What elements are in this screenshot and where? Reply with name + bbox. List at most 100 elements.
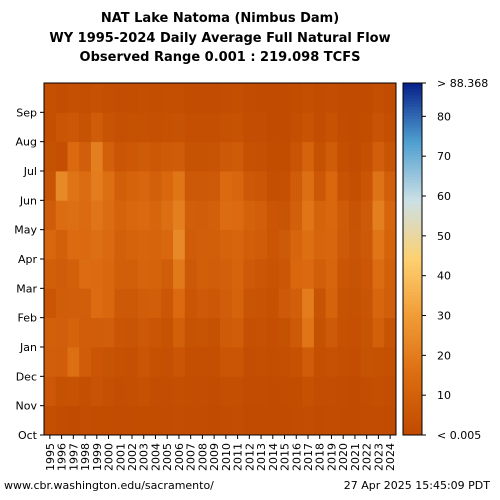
heatmap-cell xyxy=(266,112,280,143)
colorbar-segment xyxy=(403,91,422,96)
heatmap-cell xyxy=(67,288,80,319)
colorbar-segment xyxy=(403,150,422,154)
colorbar-segment xyxy=(403,429,422,433)
x-tick-label: 2012 xyxy=(243,443,256,471)
colorbar-segment xyxy=(403,256,422,260)
heatmap-cell xyxy=(79,259,92,289)
heatmap-cell xyxy=(243,200,256,231)
heatmap-cell xyxy=(290,83,303,113)
heatmap-cell xyxy=(231,141,244,172)
x-tick-label: 2008 xyxy=(196,443,209,471)
heatmap-cell xyxy=(161,112,174,143)
colorbar-segment xyxy=(403,382,422,386)
colorbar-segment xyxy=(403,83,422,87)
heatmap-cell xyxy=(79,112,92,143)
heatmap-cell xyxy=(384,200,397,231)
heatmap-cell xyxy=(243,347,256,377)
heatmap-cell xyxy=(208,405,221,436)
heatmap-cell xyxy=(137,405,150,436)
heatmap-cell xyxy=(302,376,315,407)
colorbar-segment xyxy=(403,212,422,216)
heatmap-cell xyxy=(290,200,303,231)
heatmap-cell xyxy=(55,405,68,436)
heatmap-cell xyxy=(266,259,280,289)
heatmap-cell xyxy=(349,376,362,407)
colorbar-segment xyxy=(403,226,422,231)
heatmap-cell xyxy=(313,229,326,260)
colorbar-segment xyxy=(403,402,422,407)
heatmap-cell xyxy=(325,141,338,172)
heatmap-cell xyxy=(243,141,256,172)
heatmap-cell xyxy=(184,288,197,319)
heatmap-cell xyxy=(325,229,338,260)
colorbar-segment xyxy=(403,297,422,301)
colorbar-segment xyxy=(403,355,422,360)
heatmap-cell xyxy=(325,288,338,319)
heatmap-cell xyxy=(79,171,92,201)
heatmap-cell xyxy=(220,112,233,143)
x-tick-label: 2020 xyxy=(337,443,350,471)
heatmap-cell xyxy=(255,347,268,377)
heatmap-cell xyxy=(44,83,57,113)
x-tick-label: 2024 xyxy=(384,443,397,471)
heatmap-cell xyxy=(208,259,221,289)
colorbar-segment xyxy=(403,311,422,316)
heatmap-cell xyxy=(349,317,362,348)
heatmap-cell xyxy=(149,288,162,319)
y-tick-label: Aug xyxy=(16,136,37,149)
colorbar-segment xyxy=(403,352,422,357)
colorbar-segment xyxy=(403,367,422,371)
heatmap-cell xyxy=(325,259,338,289)
colorbar-segment xyxy=(403,393,422,398)
heatmap-cell xyxy=(384,288,397,319)
heatmap-cell xyxy=(161,347,174,377)
heatmap-cell xyxy=(90,376,104,407)
heatmap-cell xyxy=(90,405,104,436)
heatmap-cell xyxy=(44,112,57,143)
heatmap-cell xyxy=(102,347,115,377)
x-tick-label: 2019 xyxy=(325,443,338,471)
colorbar-segment xyxy=(403,338,422,342)
colorbar-segment xyxy=(403,270,422,275)
heatmap-cell xyxy=(55,171,68,201)
heatmap-cell xyxy=(337,171,350,201)
colorbar-segment xyxy=(403,232,422,237)
colorbar-tick-label: 50 xyxy=(437,230,451,243)
heatmap-cell xyxy=(360,200,373,231)
heatmap-cell xyxy=(266,83,280,113)
heatmap-cell xyxy=(137,200,150,231)
heatmap-cell xyxy=(55,112,68,143)
heatmap-cell xyxy=(137,317,150,348)
heatmap-cell xyxy=(337,405,350,436)
heatmap-cell xyxy=(67,317,80,348)
colorbar-segment xyxy=(403,376,422,380)
heatmap-cell xyxy=(278,200,291,231)
observed-range: Observed Range 0.001 : 219.098 TCFS xyxy=(79,50,361,65)
heatmap-cell xyxy=(184,347,197,377)
colorbar-segment xyxy=(403,317,422,322)
heatmap-cell xyxy=(243,376,256,407)
heatmap-cell xyxy=(255,141,268,172)
heatmap-cell xyxy=(266,200,280,231)
chart-subtitle: WY 1995-2024 Daily Average Full Natural … xyxy=(49,30,391,46)
heatmap-cell xyxy=(360,83,373,113)
heatmap-cell xyxy=(149,347,162,377)
heatmap-cell xyxy=(208,83,221,113)
heatmap-cell xyxy=(67,405,80,436)
heatmap-cell xyxy=(173,229,186,260)
colorbar-segment xyxy=(403,379,422,383)
colorbar-segment xyxy=(403,188,422,193)
heatmap-cell xyxy=(290,141,303,172)
heatmap-cell xyxy=(137,376,150,407)
colorbar-tick-label: 20 xyxy=(437,349,451,362)
heatmap-cell xyxy=(302,112,315,143)
heatmap-cell xyxy=(137,112,150,143)
heatmap-cell xyxy=(372,83,385,113)
colorbar-segment xyxy=(403,132,422,137)
heatmap-cell xyxy=(231,83,244,113)
heatmap-cell xyxy=(114,405,127,436)
heatmap-cell xyxy=(255,171,268,201)
heatmap-cell xyxy=(220,405,233,436)
heatmap-cell xyxy=(337,259,350,289)
colorbar-segment xyxy=(403,282,422,286)
